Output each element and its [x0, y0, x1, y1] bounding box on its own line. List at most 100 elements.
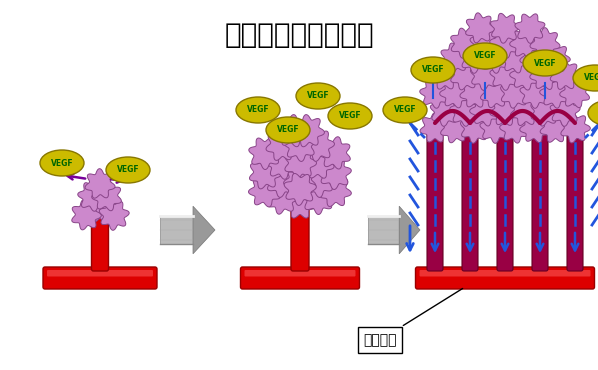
Polygon shape — [509, 28, 539, 58]
Text: 新生血管: 新生血管 — [363, 289, 463, 347]
Polygon shape — [469, 96, 499, 126]
Polygon shape — [481, 78, 510, 108]
Polygon shape — [451, 60, 480, 90]
Polygon shape — [470, 29, 500, 58]
Polygon shape — [420, 113, 450, 142]
Polygon shape — [509, 60, 539, 90]
Polygon shape — [561, 113, 590, 143]
Ellipse shape — [266, 117, 310, 143]
Polygon shape — [540, 78, 569, 108]
Text: VEGF: VEGF — [247, 105, 269, 114]
Polygon shape — [515, 14, 545, 43]
Polygon shape — [541, 43, 570, 73]
FancyBboxPatch shape — [240, 267, 359, 289]
FancyBboxPatch shape — [245, 270, 355, 276]
Polygon shape — [285, 147, 316, 179]
Polygon shape — [420, 78, 450, 108]
Polygon shape — [267, 165, 298, 197]
FancyBboxPatch shape — [427, 121, 443, 271]
Polygon shape — [490, 61, 520, 90]
Polygon shape — [520, 43, 550, 72]
Ellipse shape — [40, 150, 84, 176]
Polygon shape — [530, 28, 560, 57]
Polygon shape — [560, 78, 590, 108]
Ellipse shape — [296, 83, 340, 109]
Polygon shape — [283, 165, 316, 196]
Polygon shape — [193, 206, 215, 254]
FancyBboxPatch shape — [497, 121, 513, 271]
Polygon shape — [440, 78, 469, 108]
Polygon shape — [441, 43, 471, 73]
Text: VEGF: VEGF — [393, 105, 416, 114]
Polygon shape — [302, 147, 334, 178]
Polygon shape — [249, 157, 282, 189]
Polygon shape — [302, 183, 334, 215]
Polygon shape — [500, 113, 529, 143]
Polygon shape — [91, 181, 121, 211]
Polygon shape — [480, 114, 510, 143]
Polygon shape — [276, 115, 307, 147]
Polygon shape — [490, 13, 520, 43]
Text: 「がん」の血管新生: 「がん」の血管新生 — [224, 21, 374, 49]
Polygon shape — [460, 78, 490, 107]
Text: VEGF: VEGF — [533, 58, 556, 67]
Polygon shape — [85, 193, 115, 222]
Polygon shape — [266, 147, 297, 179]
Ellipse shape — [106, 157, 150, 183]
Polygon shape — [284, 186, 316, 218]
Polygon shape — [283, 130, 316, 161]
FancyBboxPatch shape — [91, 216, 108, 271]
Polygon shape — [249, 175, 280, 207]
Polygon shape — [520, 113, 550, 142]
Text: VEGF: VEGF — [277, 125, 300, 135]
FancyBboxPatch shape — [462, 121, 478, 271]
Polygon shape — [430, 60, 460, 89]
Polygon shape — [85, 169, 115, 198]
Polygon shape — [99, 201, 129, 230]
Polygon shape — [451, 28, 480, 58]
Ellipse shape — [328, 103, 372, 129]
Polygon shape — [78, 181, 108, 211]
Polygon shape — [303, 129, 334, 161]
Polygon shape — [399, 206, 420, 254]
Polygon shape — [450, 97, 480, 126]
Text: VEGF: VEGF — [117, 165, 139, 175]
Ellipse shape — [523, 50, 567, 76]
Polygon shape — [550, 60, 580, 90]
Text: VEGF: VEGF — [474, 51, 496, 61]
Polygon shape — [431, 97, 460, 126]
Ellipse shape — [588, 100, 598, 126]
Polygon shape — [72, 200, 101, 230]
FancyBboxPatch shape — [567, 121, 583, 271]
Ellipse shape — [463, 43, 507, 69]
Polygon shape — [531, 96, 560, 126]
Polygon shape — [501, 78, 530, 108]
Polygon shape — [510, 96, 540, 125]
FancyBboxPatch shape — [416, 267, 594, 289]
FancyBboxPatch shape — [160, 216, 193, 244]
Polygon shape — [292, 115, 325, 147]
Polygon shape — [266, 128, 298, 160]
FancyBboxPatch shape — [420, 270, 590, 276]
FancyBboxPatch shape — [291, 201, 309, 271]
Polygon shape — [520, 79, 550, 108]
Text: VEGF: VEGF — [307, 91, 329, 101]
Polygon shape — [500, 43, 529, 73]
FancyBboxPatch shape — [368, 216, 399, 244]
Polygon shape — [460, 113, 490, 143]
FancyBboxPatch shape — [43, 267, 157, 289]
Polygon shape — [284, 174, 316, 205]
Polygon shape — [441, 113, 470, 143]
Text: VEGF: VEGF — [51, 158, 74, 168]
Polygon shape — [490, 96, 520, 125]
Polygon shape — [550, 97, 580, 126]
Text: VEGF: VEGF — [338, 111, 361, 121]
Polygon shape — [319, 137, 350, 169]
Polygon shape — [466, 13, 495, 43]
Polygon shape — [471, 60, 501, 90]
Polygon shape — [301, 165, 334, 198]
Text: VEGF: VEGF — [584, 74, 598, 83]
Polygon shape — [530, 60, 560, 90]
Polygon shape — [480, 44, 509, 73]
FancyBboxPatch shape — [532, 121, 548, 271]
